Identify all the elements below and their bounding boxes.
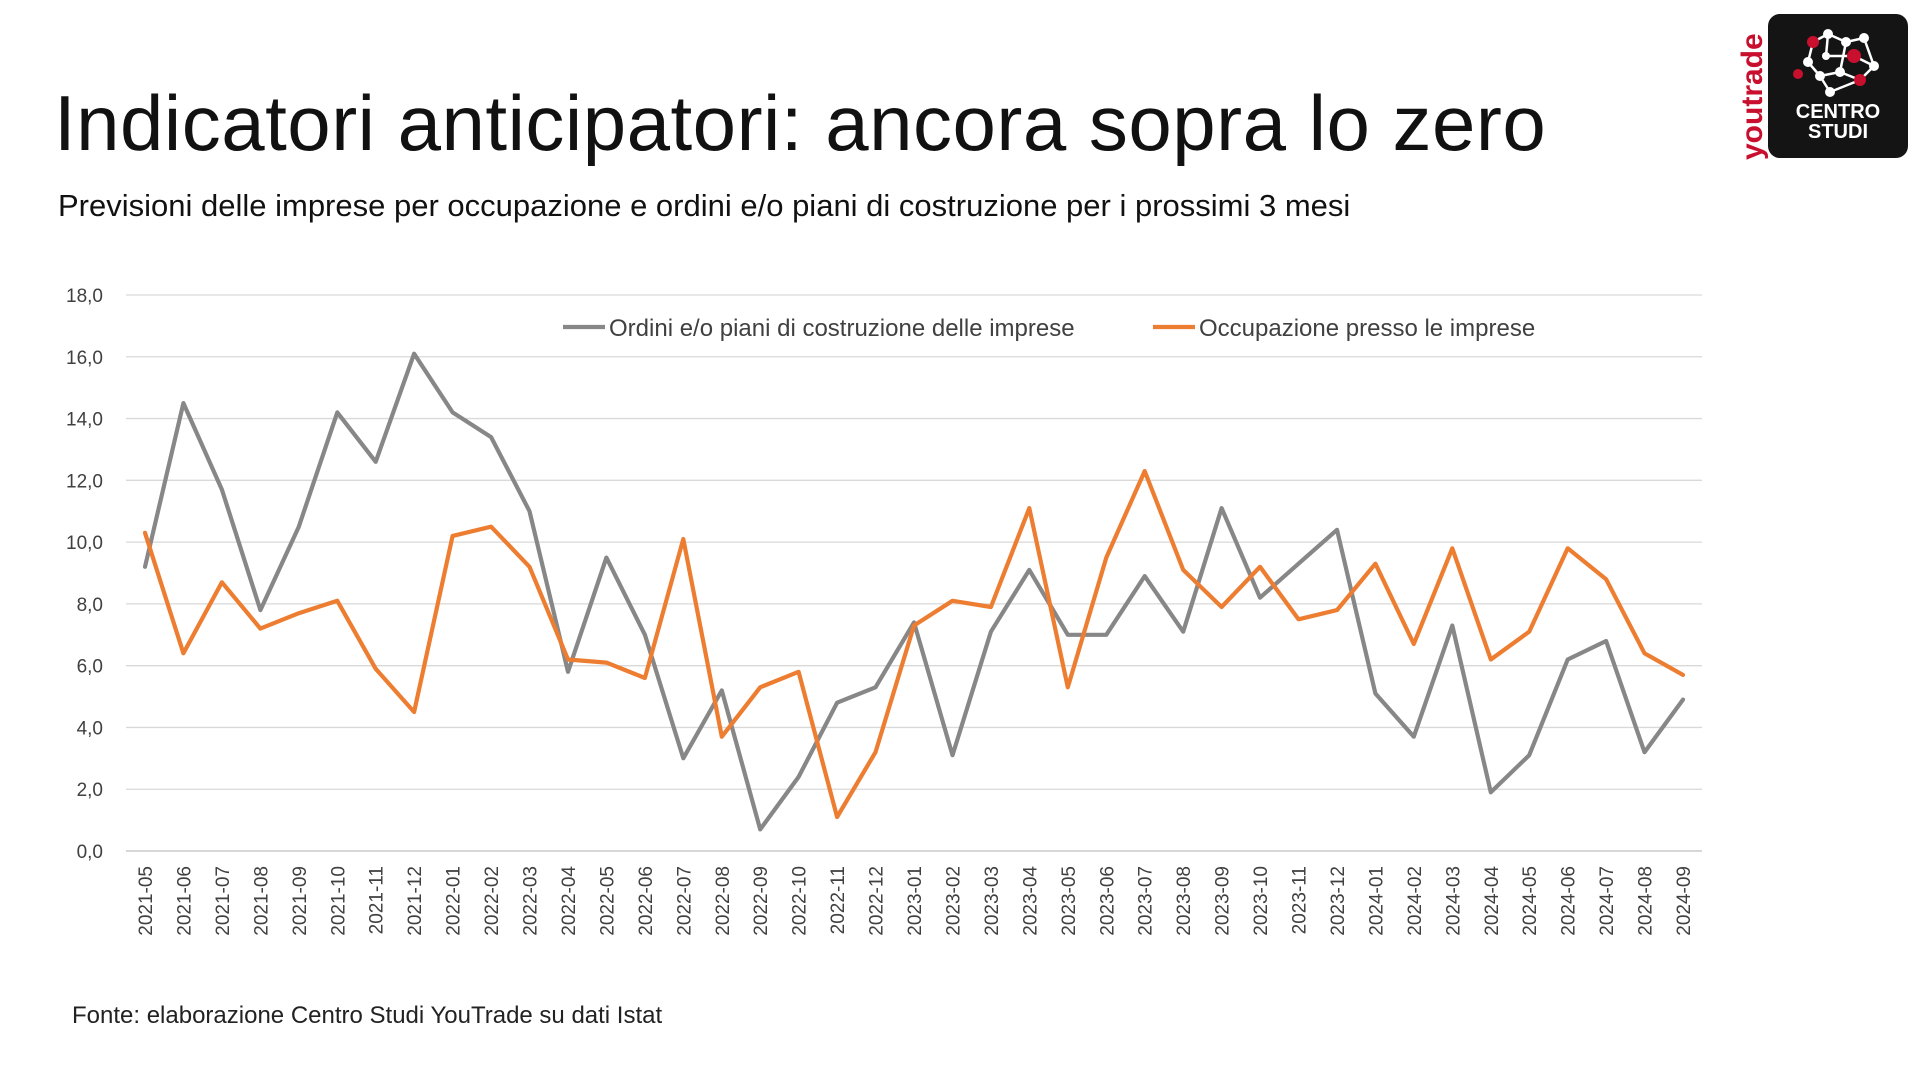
x-tick-label: 2022-05	[597, 866, 618, 936]
x-tick-label: 2023-06	[1097, 866, 1118, 936]
x-tick-label: 2022-10	[790, 866, 811, 936]
y-tick-label: 6,0	[77, 657, 103, 678]
x-tick-label: 2021-08	[251, 866, 272, 936]
centro-studi-logo: youtrade	[1730, 14, 1910, 162]
x-tick-label: 2024-01	[1366, 866, 1387, 936]
x-tick-label: 2021-10	[328, 866, 349, 936]
x-tick-label: 2022-04	[559, 866, 580, 936]
line-chart: 0,0 2,0 4,0 6,0 8,0 10,0 12,0 14,0 16,0 18,0 2021…	[66, 286, 1702, 936]
x-tick-label: 2023-01	[905, 866, 926, 936]
x-tick-label: 2023-12	[1328, 866, 1349, 936]
x-tick-label: 2022-02	[482, 866, 503, 936]
x-tick-label: 2023-05	[1059, 866, 1080, 936]
x-tick-label: 2024-09	[1674, 866, 1695, 936]
y-axis: 0,0 2,0 4,0 6,0 8,0 10,0 12,0 14,0 16,0 18,0	[66, 286, 103, 863]
x-tick-label: 2021-07	[213, 866, 234, 936]
x-tick-label: 2022-07	[674, 866, 695, 936]
series-line-1	[142, 351, 1686, 832]
x-tick-label: 2023-11	[1290, 866, 1311, 934]
x-tick-label: 2024-02	[1405, 866, 1426, 936]
x-tick-label: 2023-09	[1213, 866, 1234, 936]
y-tick-label: 16,0	[66, 348, 103, 369]
y-tick-label: 10,0	[66, 533, 103, 554]
x-tick-label: 2023-10	[1251, 866, 1272, 936]
y-tick-label: 8,0	[77, 595, 103, 616]
y-tick-label: 2,0	[77, 780, 103, 801]
legend-label-1: Ordini e/o piani di costruzione delle im…	[609, 315, 1075, 342]
chart-series	[142, 351, 1686, 832]
x-tick-label: 2023-08	[1174, 866, 1195, 936]
x-tick-label: 2021-11	[367, 866, 388, 934]
logo-badge: CENTRO STUDI	[1768, 14, 1908, 158]
chart-grid	[126, 294, 1702, 852]
x-tick-label: 2023-03	[982, 866, 1003, 936]
y-tick-label: 12,0	[66, 471, 103, 492]
logo-line1: CENTRO	[1796, 101, 1880, 123]
x-tick-label: 2023-07	[1136, 866, 1157, 936]
y-tick-label: 4,0	[77, 718, 103, 739]
x-tick-label: 2022-03	[521, 866, 542, 936]
x-tick-label: 2021-06	[174, 866, 195, 936]
x-tick-label: 2024-07	[1597, 866, 1618, 936]
x-tick-label: 2022-08	[713, 866, 734, 936]
x-tick-label: 2024-06	[1559, 866, 1580, 936]
x-tick-label: 2021-05	[136, 866, 157, 936]
x-tick-label: 2022-09	[751, 866, 772, 936]
x-tick-label: 2022-11	[828, 866, 849, 934]
x-tick-label: 2023-04	[1020, 866, 1041, 936]
x-tick-label: 2022-12	[867, 866, 888, 936]
youtrade-wordmark: youtrade	[1736, 33, 1769, 160]
x-tick-label: 2024-04	[1482, 866, 1503, 936]
network-icon: CENTRO STUDI	[1793, 29, 1880, 143]
x-axis: 2021-05 2021-06 2021-07 2021-08 2021-09 2021-…	[136, 866, 1695, 936]
x-tick-label: 2024-03	[1443, 866, 1464, 936]
chart-legend: Ordini e/o piani di costruzione delle im…	[563, 315, 1535, 342]
y-tick-label: 18,0	[66, 286, 103, 307]
y-tick-label: 14,0	[66, 410, 103, 431]
x-tick-label: 2024-08	[1636, 866, 1657, 936]
x-tick-label: 2023-02	[943, 866, 964, 936]
brand-wordmark-text: youtrade	[1736, 33, 1769, 160]
chart-subtitle: Previsioni delle imprese per occupazione…	[58, 188, 1351, 223]
y-tick-label: 0,0	[77, 842, 103, 863]
legend-label-2: Occupazione presso le imprese	[1199, 315, 1535, 342]
source-note: Fonte: elaborazione Centro Studi YouTrad…	[72, 1002, 663, 1029]
x-tick-label: 2022-06	[636, 866, 657, 936]
x-tick-label: 2024-05	[1520, 866, 1541, 936]
series-line-2	[142, 469, 1686, 820]
x-tick-label: 2021-12	[405, 866, 426, 936]
logo-line2: STUDI	[1808, 121, 1868, 143]
x-tick-label: 2021-09	[290, 866, 311, 936]
x-tick-label: 2022-01	[444, 866, 465, 936]
page-title: Indicatori anticipatori: ancora sopra lo…	[54, 79, 1547, 167]
